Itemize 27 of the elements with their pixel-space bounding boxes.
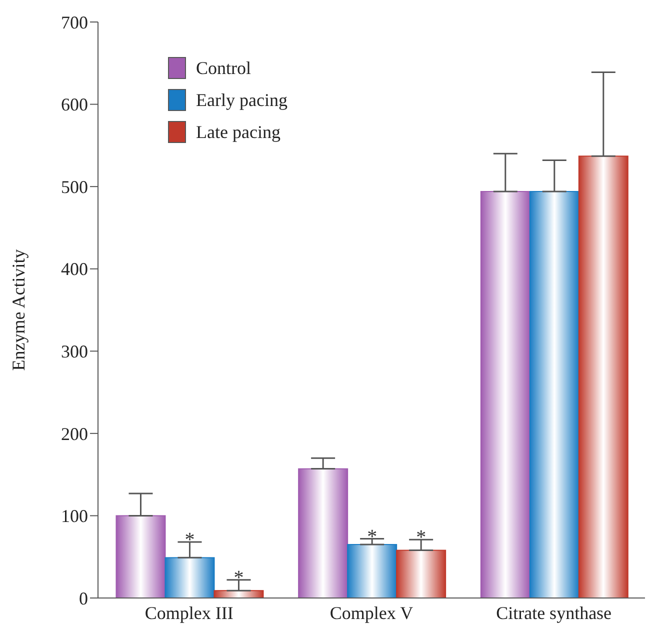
data-label: *: [234, 566, 244, 589]
y-axis-title: Enzyme Activity: [8, 249, 28, 371]
y-tick-label: 100: [61, 506, 88, 526]
bar: [396, 550, 446, 598]
x-tick-label: Complex III: [144, 602, 234, 623]
x-tick-label: Citrate synthase: [496, 602, 612, 623]
y-tick-label: 700: [61, 12, 88, 32]
legend-label: Early pacing: [196, 90, 288, 110]
y-tick-label: 600: [61, 94, 88, 115]
bar: [529, 191, 580, 598]
bar: [164, 557, 215, 598]
bar: [298, 468, 348, 598]
y-tick-label: 400: [61, 259, 88, 280]
data-label: *: [184, 529, 195, 552]
bar: [347, 544, 398, 598]
x-tick-label: Complex V: [330, 602, 414, 623]
y-tick-label: 300: [61, 342, 88, 362]
data-label: *: [416, 526, 426, 549]
legend-label: Control: [196, 58, 252, 78]
y-tick-label: 0: [79, 588, 88, 608]
y-tick-label: 500: [61, 176, 88, 197]
bar: [578, 156, 628, 598]
legend-label: Late pacing: [196, 122, 280, 142]
bar: [480, 191, 530, 598]
bar: [116, 515, 166, 598]
data-label: *: [367, 526, 378, 548]
y-tick-label: 200: [61, 424, 88, 444]
